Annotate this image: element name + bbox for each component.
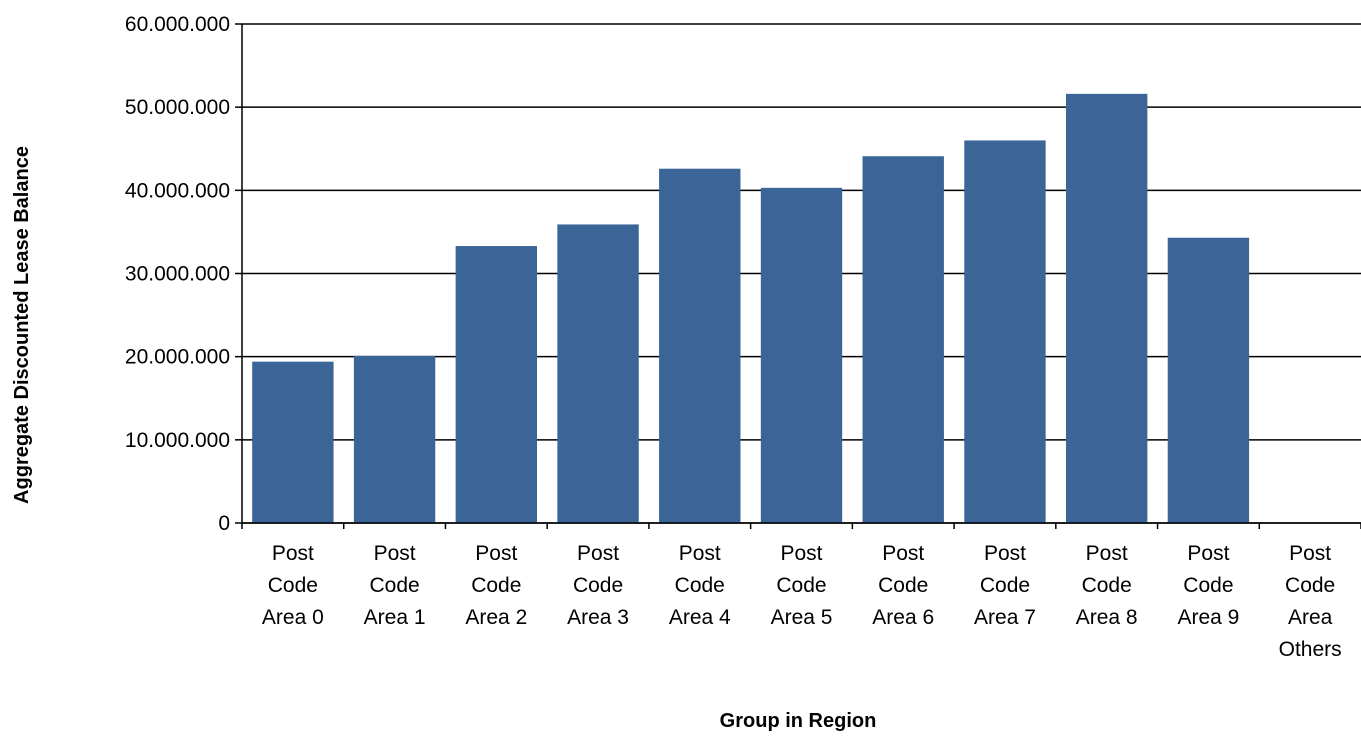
y-axis-title: Aggregate Discounted Lease Balance [11,146,33,504]
x-category-label: Post Code Area 3 [567,542,629,629]
x-category-label: Post Code Area 9 [1177,542,1239,629]
bar [353,355,436,523]
y-tick-label: 10.000.000 [125,429,230,452]
x-category-label: Post Code Area 6 [872,542,934,629]
y-tick-label: 0 [218,512,230,535]
x-category-label: Post Code Area 4 [669,542,731,629]
bars [252,93,1250,524]
y-tick-label: 30.000.000 [125,263,230,286]
x-category-label: Post Code Area 1 [364,542,426,629]
y-tick-label: 50.000.000 [125,96,230,119]
bar [557,224,639,523]
x-category-label: Post Code Area 7 [974,542,1036,629]
x-category-label: Post Code Area Others [1279,542,1342,661]
x-category-labels: Post Code Area 0 Post Code Area 1 Post Code Area… [262,542,1342,661]
y-tick-label: 20.000.000 [125,346,230,369]
bar [862,156,944,524]
bar [455,246,538,523]
bar [1167,237,1250,523]
bar [964,140,1046,523]
x-category-label: Post Code Area 2 [465,542,527,629]
x-axis-title: Group in Region [720,710,877,732]
bar [760,187,843,524]
y-tick-label: 40.000.000 [125,179,230,202]
x-category-label: Post Code Area 5 [771,542,833,629]
axes [235,23,1361,529]
bar [1065,93,1148,524]
y-tick-label: 60.000.000 [125,13,230,36]
x-category-label: Post Code Area 8 [1076,542,1138,629]
x-category-label: Post Code Area 0 [262,542,324,629]
bar [659,168,741,523]
bar [252,361,334,523]
y-tick-labels: 0 10.000.000 20.000.000 30.000.000 40.000.00… [125,13,230,535]
